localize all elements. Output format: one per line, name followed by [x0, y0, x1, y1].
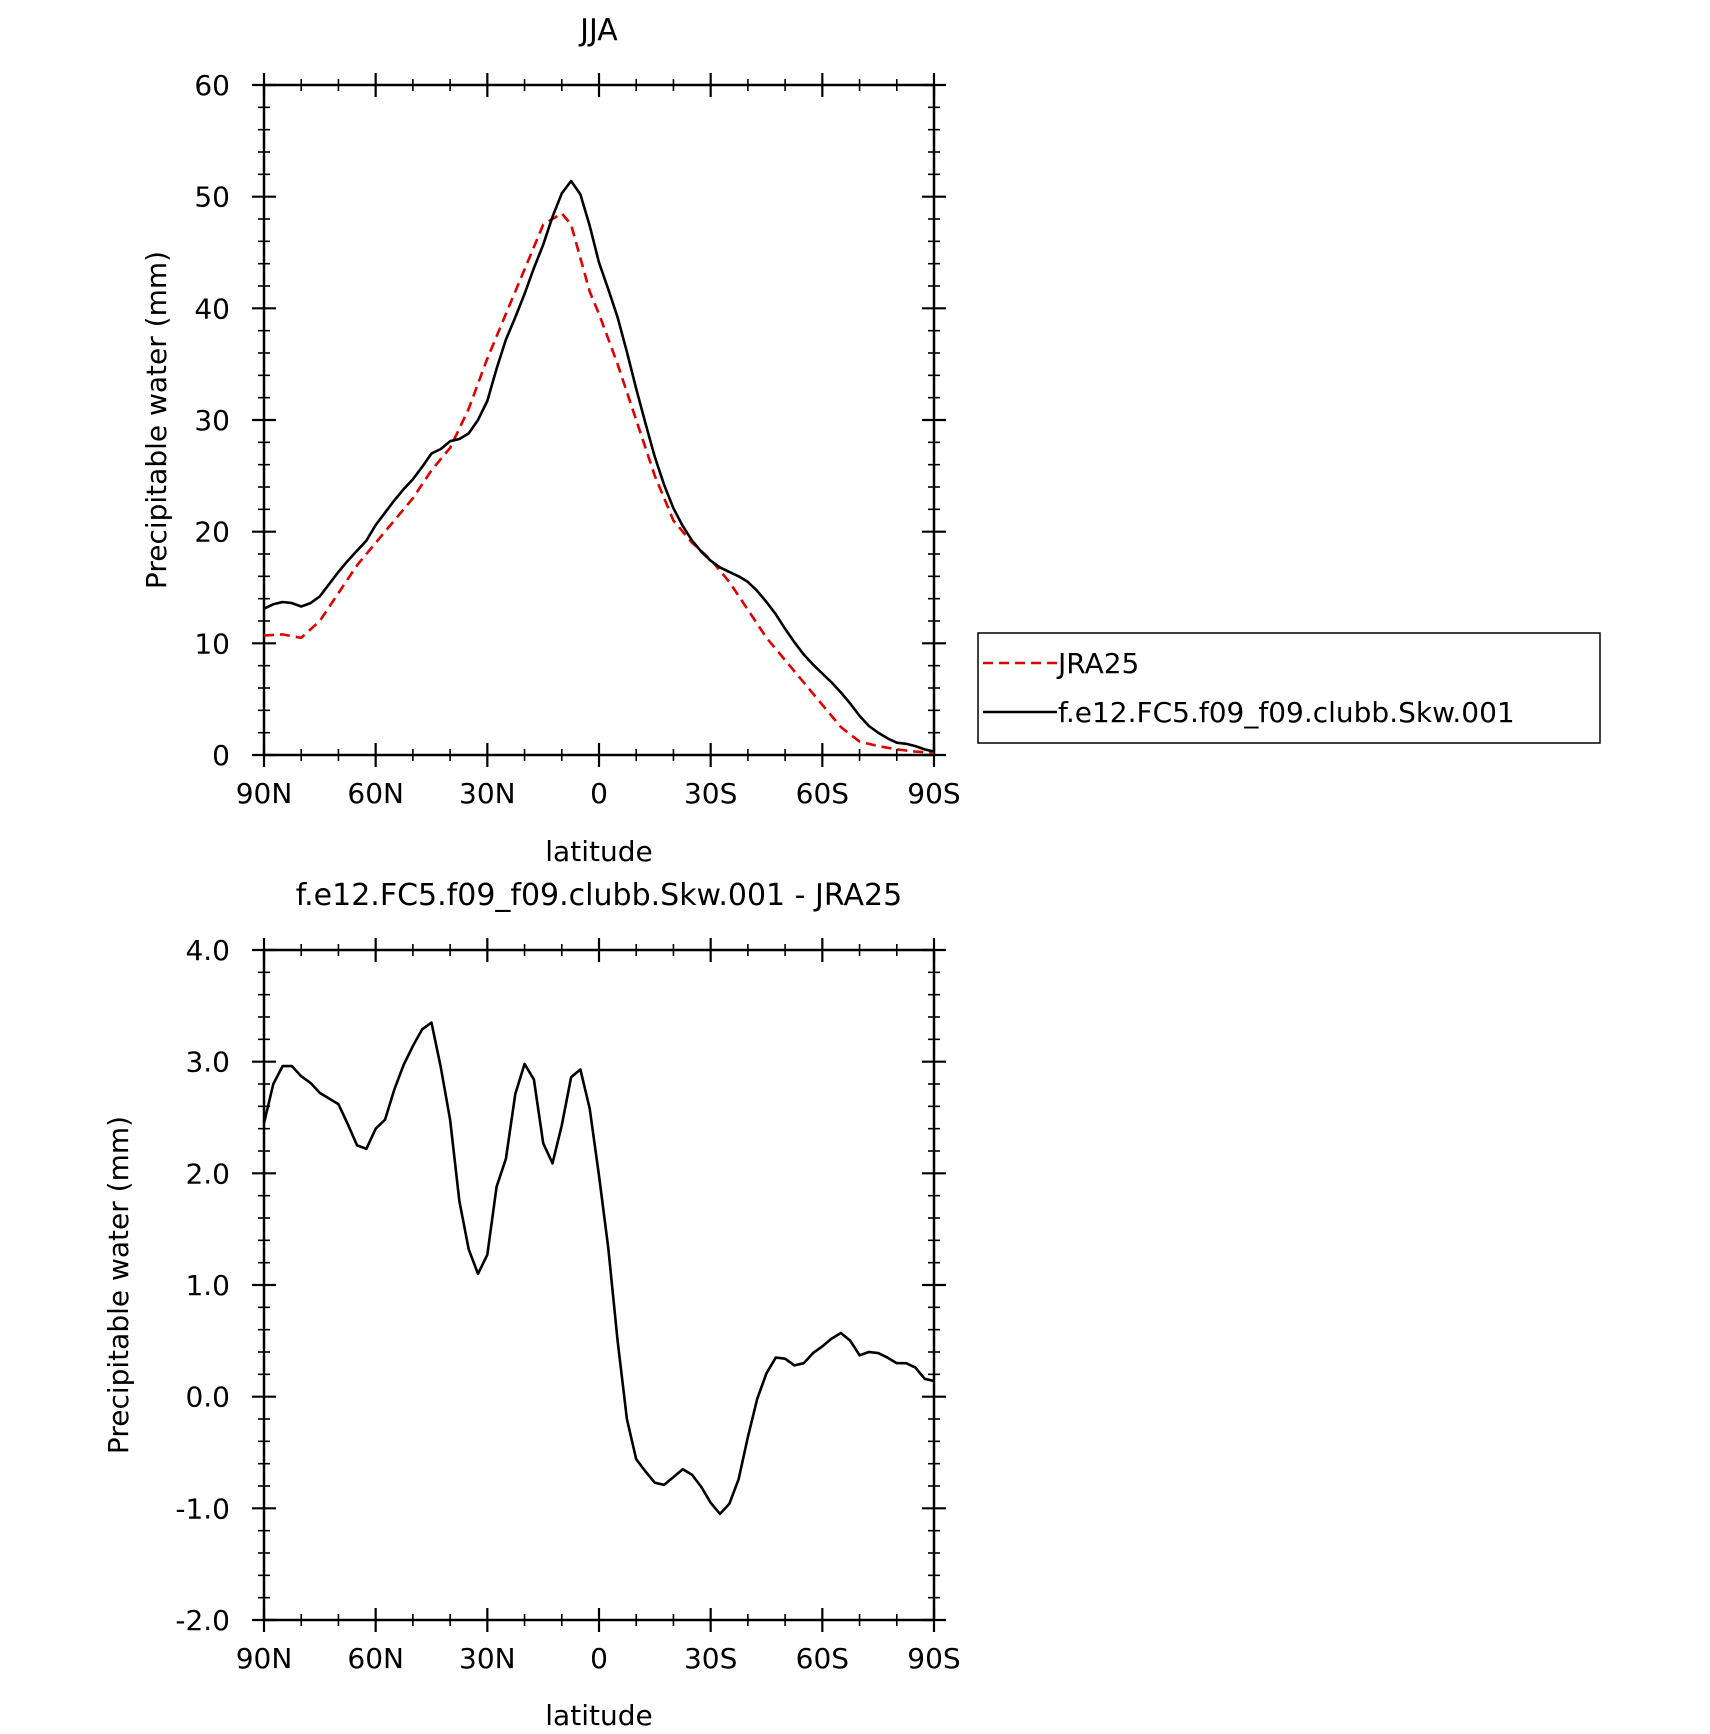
y-tick-label: 30: [194, 404, 230, 437]
legend: JRA25 f.e12.FC5.f09_f09.clubb.Skw.001: [977, 632, 1601, 744]
plot-frame: [262, 948, 936, 1622]
series-lines: [263, 179, 935, 755]
series-lines: [262, 1021, 935, 1516]
legend-box: [977, 632, 1601, 744]
y-tick-label: 2.0: [185, 1157, 230, 1190]
y-tick-label: 3.0: [185, 1046, 230, 1079]
y-tick-labels: -2.0 -1.0 0.0 1.0 2.0 3.0 4.0: [175, 934, 230, 1637]
y-tick-label: 60: [194, 69, 230, 102]
chart-title: JJA: [578, 13, 618, 48]
y-tick-label: -2.0: [175, 1604, 230, 1637]
x-tick-label: 30N: [459, 1642, 516, 1675]
minor-ticks: [258, 944, 940, 1626]
series-line-f: [263, 179, 935, 753]
plot-area: [252, 73, 946, 767]
x-tick-label: 90N: [236, 777, 293, 810]
y-axis-label: Precipitable water (mm): [140, 251, 173, 589]
major-ticks: [252, 938, 946, 1632]
chart-title: f.e12.FC5.f09_f09.clubb.Skw.001 - JRA25: [296, 878, 902, 913]
y-tick-label: 10: [194, 627, 230, 660]
x-tick-label: 0: [590, 777, 608, 810]
y-tick-label: 40: [194, 292, 230, 325]
major-ticks: [252, 73, 946, 767]
legend-label-jra25: JRA25: [1056, 647, 1139, 680]
x-tick-labels: 90N 60N 30N 0 30S 60S 90S: [236, 1642, 961, 1675]
top-line-chart: JJA 0 10 20 30 40 50 60 90N 60N 30N 0 30S 60S 90S la…: [140, 13, 1601, 868]
y-tick-label: 4.0: [185, 934, 230, 967]
x-tick-label: 30S: [684, 777, 737, 810]
x-tick-label: 60N: [347, 1642, 404, 1675]
y-tick-label: 50: [194, 181, 230, 214]
y-tick-labels: 0 10 20 30 40 50 60: [194, 69, 230, 772]
legend-item-model: f.e12.FC5.f09_f09.clubb.Skw.001: [983, 696, 1515, 729]
y-tick-label: 0: [212, 739, 230, 772]
x-tick-label: 60N: [347, 777, 404, 810]
bottom-line-chart: f.e12.FC5.f09_f09.clubb.Skw.001 - JRA25 …: [102, 878, 961, 1732]
y-axis-label: Precipitable water (mm): [102, 1116, 135, 1454]
series-line-jra25: [263, 212, 935, 755]
y-tick-label: -1.0: [175, 1492, 230, 1525]
plot-area: [252, 938, 946, 1632]
x-tick-label: 0: [590, 1642, 608, 1675]
x-tick-label: 60S: [796, 777, 849, 810]
x-axis-label: latitude: [545, 835, 652, 868]
x-tick-label: 30N: [459, 777, 516, 810]
x-tick-label: 90N: [236, 1642, 293, 1675]
x-axis-label: latitude: [545, 1699, 652, 1732]
plot-frame: [262, 83, 936, 757]
y-tick-label: 1.0: [185, 1269, 230, 1302]
x-tick-label: 30S: [684, 1642, 737, 1675]
x-tick-label: 90S: [907, 1642, 960, 1675]
minor-ticks: [258, 79, 940, 761]
legend-item-jra25: JRA25: [983, 647, 1139, 680]
x-tick-label: 90S: [907, 777, 960, 810]
legend-label-model: f.e12.FC5.f09_f09.clubb.Skw.001: [1058, 696, 1515, 729]
x-tick-labels: 90N 60N 30N 0 30S 60S 90S: [236, 777, 961, 810]
y-tick-label: 20: [194, 516, 230, 549]
series-line-difference: [262, 1021, 935, 1516]
y-tick-label: 0.0: [185, 1381, 230, 1414]
x-tick-label: 60S: [796, 1642, 849, 1675]
